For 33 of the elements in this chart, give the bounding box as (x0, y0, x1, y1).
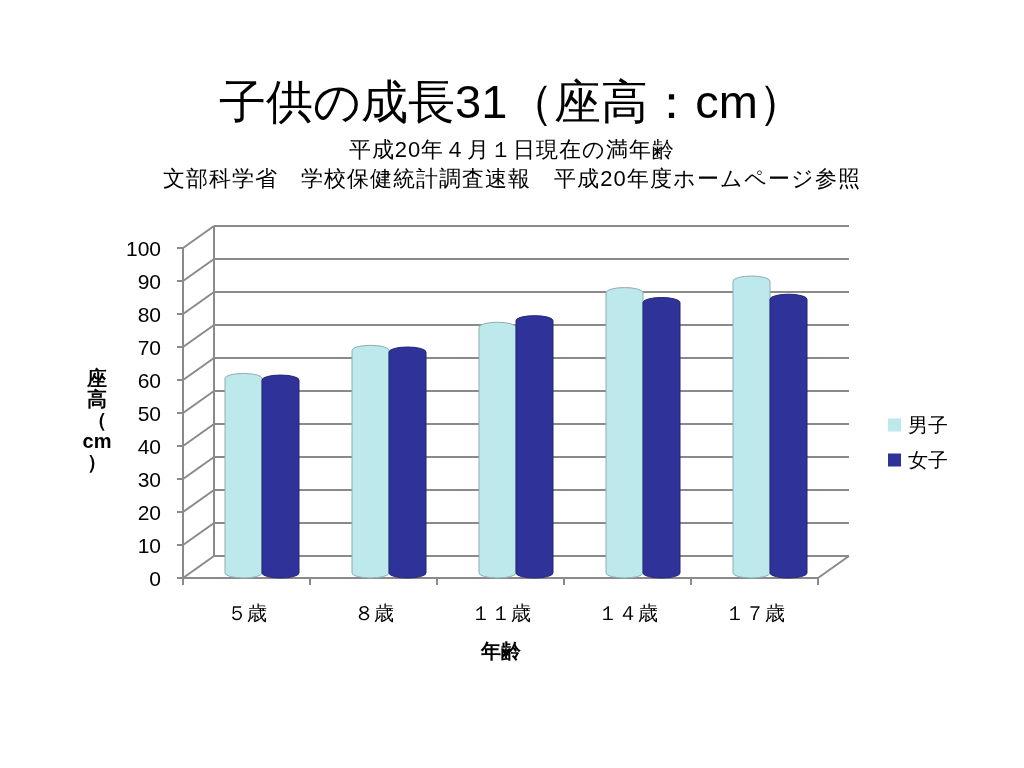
bar (769, 293, 808, 579)
bar (261, 374, 300, 579)
y-tick-label: 20 (137, 500, 161, 524)
bar (642, 297, 681, 579)
bar (478, 321, 517, 579)
bar (605, 287, 644, 579)
y-tick-label: 40 (137, 434, 161, 458)
text: 文部科学省 学校保健統計調査速報 平成20年度ホームページ参照 (163, 166, 861, 191)
legend-label: 男子 (908, 414, 948, 436)
y-axis-title: 座高（cm） (82, 367, 112, 473)
chart-title: 子供の成長31（座高：cm） (219, 75, 805, 128)
bar (224, 372, 263, 579)
y-tick-label: 90 (137, 269, 161, 293)
legend-label: 女子 (908, 449, 948, 471)
chart-subtitle: 平成20年４月１日現在の満年齢 (348, 137, 676, 162)
x-tick-label: １１歳 (470, 602, 531, 624)
bar (732, 275, 771, 579)
y-tick-label: 30 (137, 467, 161, 491)
bar (515, 315, 554, 579)
x-tick-label: １７歳 (724, 602, 785, 624)
bar (388, 346, 427, 579)
y-tick-label: 70 (137, 335, 161, 359)
y-tick-label: 0 (149, 566, 161, 590)
y-tick-label: 50 (137, 401, 161, 425)
x-tick-label: ５歳 (226, 602, 267, 624)
y-tick-label: 10 (137, 533, 161, 557)
y-tick-label: 60 (137, 368, 161, 392)
x-tick-label: １４歳 (597, 602, 658, 624)
y-tick-label: 100 (125, 236, 161, 260)
y-tick-label: 80 (137, 302, 161, 326)
x-axis-title: 年齢 (479, 640, 522, 662)
x-tick-label: ８歳 (353, 602, 394, 624)
bar (351, 344, 390, 579)
